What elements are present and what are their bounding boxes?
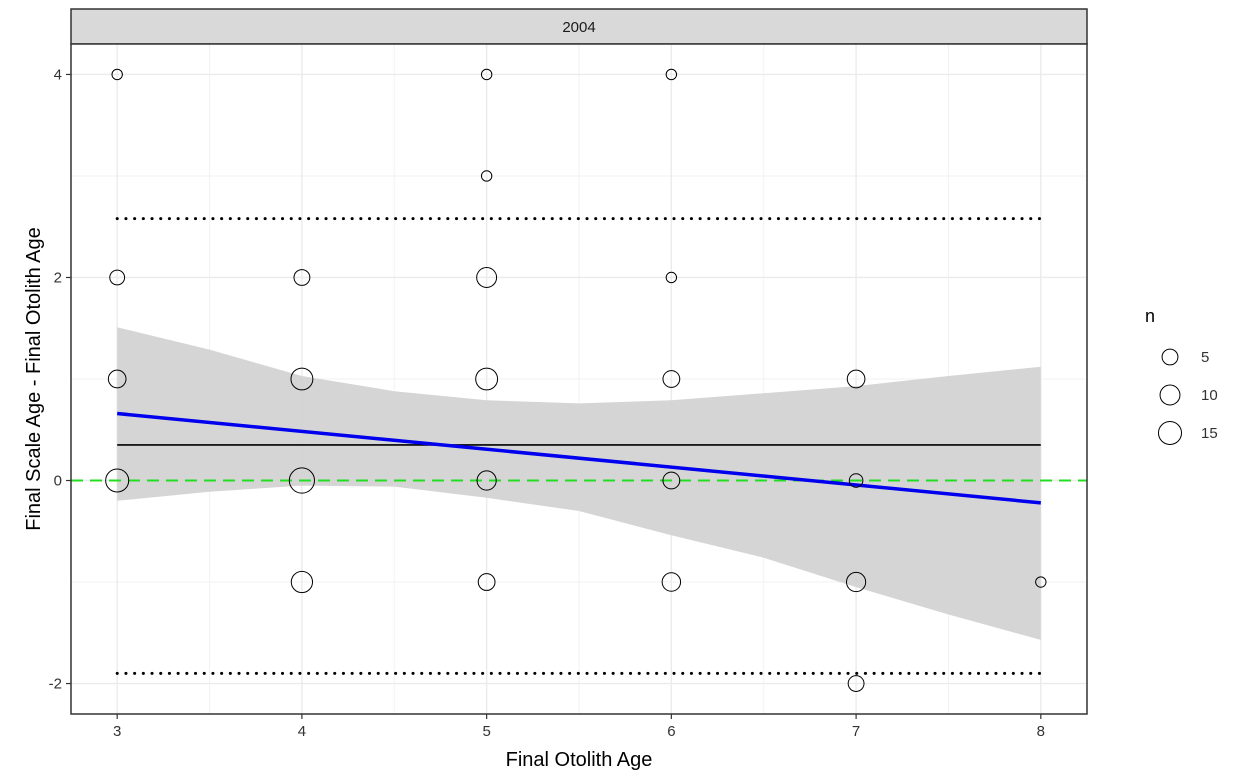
data-point	[1035, 576, 1047, 588]
data-point	[665, 271, 678, 284]
legend-key-circle	[1157, 420, 1183, 446]
legend-key-label: 15	[1201, 425, 1218, 442]
y-tick-label: -2	[49, 676, 62, 693]
data-point	[105, 468, 130, 493]
y-tick-label: 2	[54, 269, 62, 286]
data-point	[107, 369, 127, 389]
facet-strip-label: 2004	[562, 19, 595, 36]
data-point	[475, 367, 499, 391]
data-point	[290, 367, 314, 391]
reference-lines	[71, 217, 1087, 675]
x-tick-label: 8	[1037, 723, 1045, 740]
data-point	[290, 570, 314, 594]
data-point	[846, 369, 866, 389]
axes: 3 4 5 6 7 8 -2 0 2 4	[49, 66, 1045, 740]
facet-strip	[70, 8, 1088, 45]
data-point	[476, 267, 498, 288]
data-point	[480, 68, 493, 81]
size-legend: n 5 10 15	[1145, 306, 1218, 446]
legend-key-circle	[1159, 384, 1181, 406]
plot-panel-border	[70, 43, 1088, 715]
y-tick-label: 0	[54, 473, 62, 490]
data-point	[662, 471, 681, 490]
data-point	[661, 572, 682, 592]
confidence-band	[117, 327, 1041, 640]
data-point	[477, 573, 496, 591]
data-point	[665, 68, 678, 81]
x-tick-label: 7	[852, 723, 860, 740]
x-tick-label: 6	[667, 723, 675, 740]
data-point	[293, 269, 311, 286]
regression-line	[117, 411, 1041, 505]
data-point	[476, 470, 497, 491]
confidence-band-area	[117, 327, 1041, 640]
data-point	[480, 170, 493, 182]
data-point	[288, 467, 315, 494]
legend-title: n	[1145, 306, 1155, 326]
legend-key-circle	[1161, 348, 1179, 366]
x-tick-label: 4	[298, 723, 306, 740]
data-point	[109, 269, 126, 286]
data-point	[662, 370, 681, 388]
legend-key-label: 5	[1201, 349, 1209, 366]
y-axis-title: Final Scale Age - Final Otolith Age	[23, 227, 45, 531]
data-point	[111, 68, 123, 81]
data-point	[845, 571, 867, 593]
data-point	[847, 675, 865, 692]
x-tick-label: 3	[113, 723, 121, 740]
fit-line	[117, 411, 1041, 505]
x-tick-label: 5	[482, 723, 490, 740]
x-axis-title: Final Otolith Age	[506, 749, 653, 771]
legend-key-label: 10	[1201, 387, 1218, 404]
data-point	[848, 473, 864, 488]
y-tick-label: 4	[54, 66, 62, 83]
data-points	[105, 68, 1047, 692]
